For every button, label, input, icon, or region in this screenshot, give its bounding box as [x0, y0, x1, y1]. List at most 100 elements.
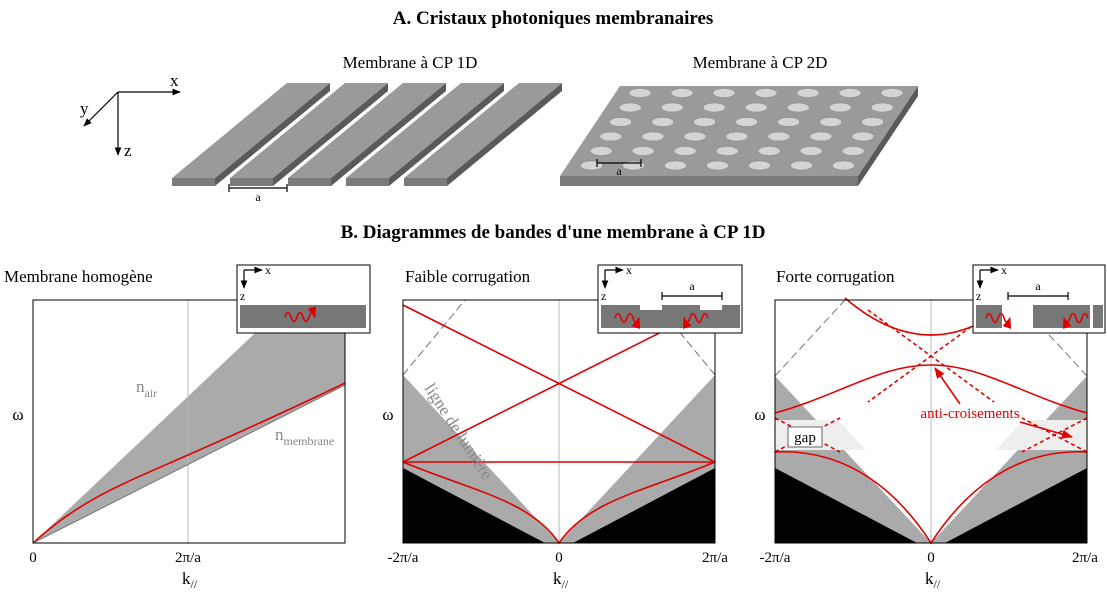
- x-tick-label: 0: [29, 550, 37, 566]
- shape: [1033, 305, 1090, 328]
- hole: [629, 89, 651, 98]
- hole: [881, 89, 903, 98]
- hole: [661, 103, 683, 112]
- x-label: k//: [182, 569, 198, 591]
- diagram-label: Membrane à CP 1D: [343, 53, 478, 72]
- section-title: B. Diagrammes de bandes d'une membrane à…: [341, 222, 766, 243]
- hole: [713, 89, 735, 98]
- hole: [736, 118, 758, 127]
- axes-3d: x z y: [80, 71, 180, 160]
- hole: [778, 118, 800, 127]
- inset: x z: [237, 263, 370, 333]
- inset: x z a: [973, 263, 1105, 333]
- text-part: air: [145, 386, 158, 400]
- shape: [1093, 305, 1103, 328]
- hole: [758, 147, 780, 156]
- annotation: anti-croisements: [920, 406, 1019, 422]
- y-label: ω: [382, 405, 393, 424]
- hole: [791, 161, 813, 170]
- hole: [797, 89, 819, 98]
- diagram-label: Membrane à CP 2D: [693, 53, 828, 72]
- period-label: a: [1035, 279, 1041, 293]
- hole: [619, 103, 641, 112]
- hole: [590, 147, 612, 156]
- text-part: membrane: [284, 434, 335, 448]
- x-tick-label: 2π/a: [175, 550, 201, 566]
- slab-front: [172, 178, 215, 186]
- hole: [694, 118, 716, 127]
- hole: [703, 103, 725, 112]
- slab-front: [230, 178, 273, 186]
- hole: [768, 132, 790, 141]
- y-label: ω: [12, 405, 23, 424]
- hole: [716, 147, 738, 156]
- hole: [581, 161, 603, 170]
- hole: [755, 89, 777, 98]
- text-part: //: [934, 577, 941, 591]
- hole: [671, 89, 693, 98]
- axis-label: y: [80, 99, 89, 118]
- panel-title: Membrane homogène: [4, 267, 153, 286]
- x-tick-label: -2π/a: [760, 550, 791, 566]
- slab-front: [288, 178, 331, 186]
- hole: [829, 103, 851, 112]
- hole: [800, 147, 822, 156]
- panel: Faible corrugation ligne de lumière ω -2…: [382, 263, 742, 591]
- period-marker: a: [229, 184, 287, 204]
- axis-label: x: [170, 71, 179, 90]
- panel-title: Forte corrugation: [776, 267, 895, 286]
- shape: [775, 300, 845, 376]
- axis-label: x: [626, 263, 632, 277]
- period-label: a: [616, 164, 622, 178]
- x-tick-label: 0: [927, 550, 935, 566]
- body: A. Cristaux photoniques membranaires x z…: [0, 0, 1107, 592]
- panel: Membrane homogène nair nmembrane ω 0 2π/…: [4, 263, 370, 591]
- hole: [642, 132, 664, 141]
- inset: x z a: [598, 263, 742, 333]
- hole: [810, 132, 832, 141]
- panel-title: Faible corrugation: [405, 267, 531, 286]
- x-tick-label: -2π/a: [388, 550, 419, 566]
- hole: [820, 118, 842, 127]
- y-label: ω: [754, 405, 765, 424]
- hole: [871, 103, 893, 112]
- axis-label: z: [124, 141, 132, 160]
- hole: [839, 89, 861, 98]
- hole: [833, 161, 855, 170]
- section-title: A. Cristaux photoniques membranaires: [393, 8, 714, 29]
- shape: [560, 176, 858, 186]
- hole: [787, 103, 809, 112]
- figure: A. Cristaux photoniques membranaires x z…: [0, 0, 1107, 592]
- hole: [862, 118, 884, 127]
- text-part: //: [562, 577, 569, 591]
- text-part: //: [191, 577, 198, 591]
- x-tick-label: 2π/a: [1072, 550, 1098, 566]
- hole: [707, 161, 729, 170]
- hole: [684, 132, 706, 141]
- page: Cristaux photoniques membranaires { "sec…: [0, 0, 1107, 592]
- membrane-1d: [172, 83, 562, 186]
- slab-front: [346, 178, 389, 186]
- hole: [726, 132, 748, 141]
- shape: [84, 92, 118, 126]
- period-label: a: [255, 190, 261, 204]
- axis-label: x: [1001, 263, 1007, 277]
- x-tick-label: 2π/a: [702, 550, 728, 566]
- x-label: k//: [553, 569, 569, 591]
- axis-label: z: [240, 289, 245, 303]
- hole: [842, 147, 864, 156]
- hole: [652, 118, 674, 127]
- hole: [600, 132, 622, 141]
- shape: [403, 300, 465, 375]
- period-label: a: [689, 279, 695, 293]
- x-label: k//: [925, 569, 941, 591]
- hole: [632, 147, 654, 156]
- membrane-2d: [560, 86, 918, 186]
- axis-label: z: [601, 289, 606, 303]
- hole: [665, 161, 687, 170]
- annotation: gap: [794, 430, 816, 446]
- hole: [852, 132, 874, 141]
- axis-label: z: [976, 289, 981, 303]
- hole: [610, 118, 632, 127]
- hole: [674, 147, 696, 156]
